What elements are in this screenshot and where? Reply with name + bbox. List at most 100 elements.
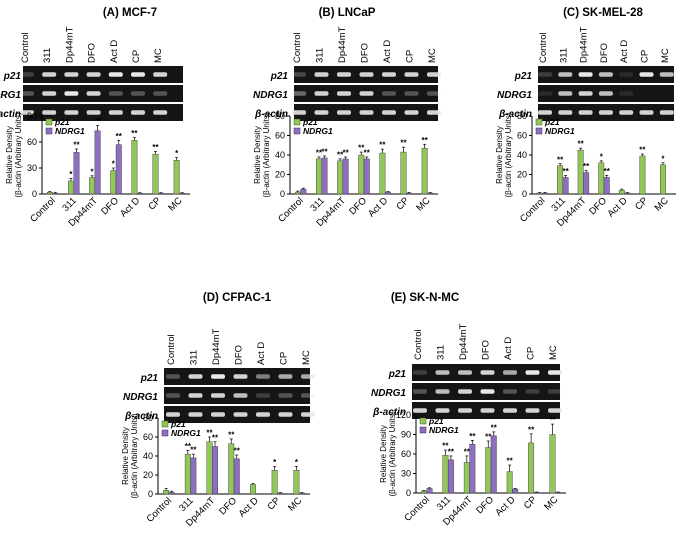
gel-band bbox=[314, 91, 329, 96]
bar-ndrg1 bbox=[406, 192, 412, 195]
gel-row-label: β-actin bbox=[0, 109, 21, 120]
y-tick-label: 0 bbox=[32, 189, 37, 199]
significance-mark: ** bbox=[549, 416, 556, 425]
legend-swatch-p21 bbox=[419, 417, 427, 425]
gel-band bbox=[413, 389, 427, 394]
legend-label-ndrg1: NDRG1 bbox=[171, 428, 201, 438]
gel-band bbox=[548, 370, 562, 375]
lane-label: Dp44mT bbox=[64, 26, 75, 63]
gel-band bbox=[538, 110, 552, 115]
gel-band bbox=[166, 393, 180, 398]
gel-band bbox=[131, 110, 145, 115]
x-tick-label: CP bbox=[265, 495, 282, 512]
gel-row-label: β-actin bbox=[124, 411, 158, 422]
y-tick-label: 90 bbox=[401, 430, 411, 440]
significance-mark: ** bbox=[604, 167, 611, 176]
bar-p21 bbox=[163, 490, 170, 495]
legend-label-ndrg1: NDRG1 bbox=[303, 126, 333, 136]
lane-label: Act D bbox=[109, 40, 120, 63]
significance-mark: ** bbox=[206, 429, 213, 438]
gel-band bbox=[256, 374, 270, 379]
significance-mark: * bbox=[273, 458, 277, 467]
lane-label: CP bbox=[526, 347, 537, 360]
y-tick-label: 60 bbox=[27, 137, 37, 147]
gel-band bbox=[503, 370, 517, 375]
bar-ndrg1 bbox=[624, 192, 631, 195]
lane-label: Control bbox=[20, 32, 31, 63]
lane-label: MC bbox=[548, 345, 559, 360]
y-tick-label: 0 bbox=[406, 488, 411, 498]
gel-band bbox=[20, 91, 34, 96]
gel-band bbox=[538, 72, 552, 77]
gel-band bbox=[525, 370, 540, 375]
gel-band bbox=[131, 91, 145, 96]
significance-mark: ** bbox=[469, 432, 476, 441]
significance-mark: * bbox=[112, 160, 116, 169]
bar-p21 bbox=[131, 140, 138, 195]
legend-swatch-p21 bbox=[293, 118, 301, 126]
gel-band bbox=[86, 110, 101, 115]
gel-band bbox=[639, 72, 654, 77]
gel-band bbox=[598, 72, 613, 77]
gel-band bbox=[558, 72, 573, 77]
legend-label-ndrg1: NDRG1 bbox=[429, 425, 459, 435]
bar-ndrg1 bbox=[342, 158, 349, 195]
gel-band bbox=[558, 91, 573, 96]
significance-mark: ** bbox=[94, 117, 101, 126]
bar-p21 bbox=[400, 151, 407, 195]
bar-p21 bbox=[110, 170, 117, 195]
significance-mark: ** bbox=[491, 423, 498, 432]
x-tick-label: CP bbox=[633, 195, 650, 212]
x-tick-label: CP bbox=[394, 195, 411, 212]
significance-mark: ** bbox=[528, 425, 535, 434]
legend-label-p21: p21 bbox=[302, 117, 318, 127]
lane-label: Dp44mT bbox=[337, 26, 348, 63]
x-tick-label: Control bbox=[402, 494, 431, 523]
significance-mark: ** bbox=[342, 148, 349, 157]
gel-band bbox=[548, 408, 562, 413]
significance-mark: ** bbox=[116, 132, 123, 141]
gel-band bbox=[314, 110, 329, 115]
bar-p21 bbox=[549, 434, 556, 494]
bar-p21 bbox=[46, 192, 53, 195]
significance-mark: ** bbox=[185, 442, 192, 451]
significance-mark: ** bbox=[364, 148, 371, 157]
gel-band bbox=[427, 110, 441, 115]
gel-band bbox=[233, 374, 248, 379]
gel-band bbox=[233, 393, 248, 398]
y-tick-label: 0 bbox=[280, 189, 285, 199]
gel-band bbox=[278, 412, 293, 417]
y-tick-label: 0 bbox=[522, 189, 527, 199]
gel-band bbox=[20, 72, 34, 77]
legend-label-p21: p21 bbox=[428, 416, 444, 426]
bar-p21 bbox=[485, 447, 492, 494]
gel-band bbox=[211, 393, 225, 398]
x-tick-label: Act D bbox=[605, 195, 629, 219]
gel-row-label: NDRG1 bbox=[371, 388, 406, 399]
gel-band bbox=[359, 110, 374, 115]
significance-mark: ** bbox=[131, 129, 138, 138]
lane-label: Act D bbox=[503, 337, 514, 360]
gel-row-label: p21 bbox=[140, 373, 159, 384]
gel-band bbox=[538, 91, 552, 96]
gel-band bbox=[166, 412, 180, 417]
bar-p21 bbox=[89, 177, 96, 195]
gel-row-label: NDRG1 bbox=[0, 90, 21, 101]
gel-row-label: NDRG1 bbox=[123, 392, 158, 403]
y-tick-label: 60 bbox=[401, 449, 411, 459]
lane-label: Control bbox=[413, 329, 424, 360]
legend-label-ndrg1: NDRG1 bbox=[545, 126, 575, 136]
significance-mark: ** bbox=[316, 148, 323, 157]
gel-row-label: β-actin bbox=[372, 407, 406, 418]
y-axis-label: Relative Density(β-actin (Arbitrary Unit… bbox=[495, 112, 513, 197]
gel-row-label: p21 bbox=[3, 71, 22, 82]
gel-band bbox=[404, 72, 419, 77]
bar-ndrg1 bbox=[94, 130, 101, 195]
bar-ndrg1 bbox=[158, 192, 164, 195]
bar-p21 bbox=[506, 471, 513, 494]
gel-band bbox=[256, 393, 270, 398]
gel-band bbox=[503, 408, 517, 413]
legend-label-p21: p21 bbox=[54, 117, 70, 127]
